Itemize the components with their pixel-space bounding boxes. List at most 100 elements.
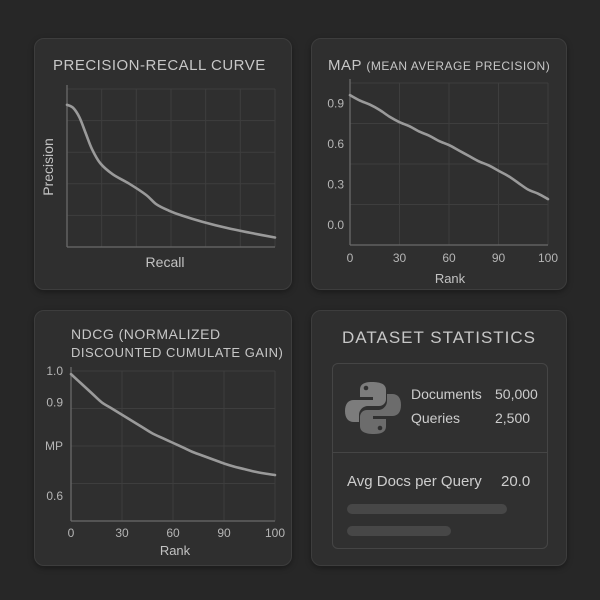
data-point	[527, 188, 529, 191]
data-point	[155, 203, 158, 206]
queries-value: 2,500	[495, 410, 531, 426]
x-axis-label: Recall	[146, 254, 185, 270]
data-point	[398, 121, 401, 123]
y-tick-label: 0.3	[327, 177, 344, 191]
data-point	[418, 130, 421, 133]
data-point	[128, 183, 131, 185]
documents-label: Documents	[411, 386, 482, 402]
data-point	[111, 407, 113, 410]
data-point	[180, 214, 183, 217]
x-tick-label: 90	[217, 526, 231, 540]
data-point	[202, 455, 205, 457]
chart-title: PRECISION-RECALL CURVE	[53, 57, 266, 74]
x-tick-label: 30	[393, 251, 407, 265]
series-line	[65, 103, 277, 239]
data-point	[249, 231, 251, 234]
x-tick-label: 90	[492, 251, 506, 265]
chart-subtitle: (MEAN AVERAGE PRECISION)	[366, 59, 551, 73]
data-point	[537, 192, 539, 195]
data-point	[172, 442, 174, 444]
dataset-title: DATASET STATISTICS	[342, 328, 537, 347]
data-point	[80, 382, 82, 385]
x-tick-label: 0	[347, 251, 354, 265]
data-point	[253, 470, 256, 473]
dataset-statistics-panel: DATASET STATISTICS Documents 50,000 Quer…	[311, 310, 567, 566]
avg-docs-label: Avg Docs per Query	[347, 473, 482, 490]
data-point	[151, 432, 154, 435]
data-point	[84, 132, 87, 135]
data-point	[369, 103, 371, 106]
ndcg-chart: 0 30 60 90 100 1.0 0.9 MP 0.6 Rank	[45, 364, 285, 558]
x-tick-label: 60	[166, 526, 180, 540]
y-axis-label: Precision	[40, 138, 56, 196]
x-axis-label: Rank	[160, 543, 191, 558]
data-point	[274, 236, 276, 239]
data-point	[226, 227, 228, 229]
y-tick-label: MP	[45, 439, 63, 453]
y-tick-label: 0.9	[46, 395, 63, 409]
y-tick-label: 0.6	[46, 489, 63, 503]
data-point	[168, 209, 170, 212]
data-point	[91, 148, 93, 150]
data-point	[66, 104, 68, 106]
data-point	[388, 115, 391, 118]
data-point	[408, 125, 411, 127]
data-point	[201, 220, 203, 223]
map-chart: 0 30 60 90 100 0.9 0.6 0.3 0.0 Rank	[327, 79, 558, 286]
dataset-stats-card: Documents 50,000 Queries 2,500 Avg Docs …	[332, 363, 548, 549]
precision-recall-panel: PRECISION-RECALL CURVE Recall Precision	[34, 38, 292, 290]
map-panel: MAP (MEAN AVERAGE PRECISION) 0 30 60 90 100 0…	[311, 38, 567, 290]
data-point	[547, 198, 549, 200]
data-point	[243, 468, 246, 470]
python-logo-icon	[345, 382, 401, 434]
y-tick-label: 1.0	[46, 364, 63, 378]
ndcg-panel: NDCG (NORMALIZED DISCOUNTED CUMULATE GAI…	[34, 310, 292, 566]
data-point	[487, 164, 490, 167]
x-tick-label: 60	[442, 251, 456, 265]
data-point	[213, 458, 215, 461]
data-point	[448, 144, 450, 146]
data-point	[233, 465, 235, 468]
data-point	[141, 426, 144, 429]
placeholder-bar	[347, 526, 451, 536]
placeholder-bar	[347, 504, 507, 514]
chart-title-main: MAP	[328, 57, 362, 74]
data-point	[428, 134, 430, 137]
divider	[333, 452, 547, 453]
data-point	[359, 99, 361, 102]
x-tick-label: 100	[538, 251, 558, 265]
data-point	[162, 437, 164, 439]
data-point	[72, 107, 75, 109]
data-point	[70, 373, 72, 375]
data-point	[458, 149, 460, 152]
y-tick-label: 0.6	[327, 137, 344, 151]
data-point	[438, 140, 440, 142]
data-point	[477, 160, 480, 163]
data-point	[111, 173, 114, 176]
data-point	[78, 116, 81, 119]
data-point	[131, 420, 133, 422]
x-tick-label: 100	[265, 526, 285, 540]
chart-subtitle: DISCOUNTED CUMULATE GAIN)	[71, 345, 284, 360]
data-point	[497, 169, 500, 172]
avg-docs-value: 20.0	[501, 473, 531, 490]
y-tick-label: 0.0	[327, 218, 344, 232]
x-tick-label: 0	[68, 526, 75, 540]
data-point	[100, 401, 103, 404]
data-point	[507, 175, 510, 177]
data-point	[274, 474, 276, 476]
data-point	[145, 194, 147, 196]
data-point	[223, 462, 225, 465]
x-axis-label: Rank	[435, 271, 466, 286]
data-point	[517, 182, 520, 184]
data-point	[264, 472, 266, 475]
data-point	[121, 413, 123, 416]
data-point	[349, 94, 351, 96]
precision-recall-chart: Recall Precision	[40, 85, 277, 270]
data-point	[99, 162, 102, 165]
documents-value: 50,000	[495, 386, 538, 402]
data-point	[90, 392, 93, 394]
x-tick-label: 30	[115, 526, 129, 540]
data-point	[192, 451, 195, 454]
queries-label: Queries	[411, 410, 461, 426]
